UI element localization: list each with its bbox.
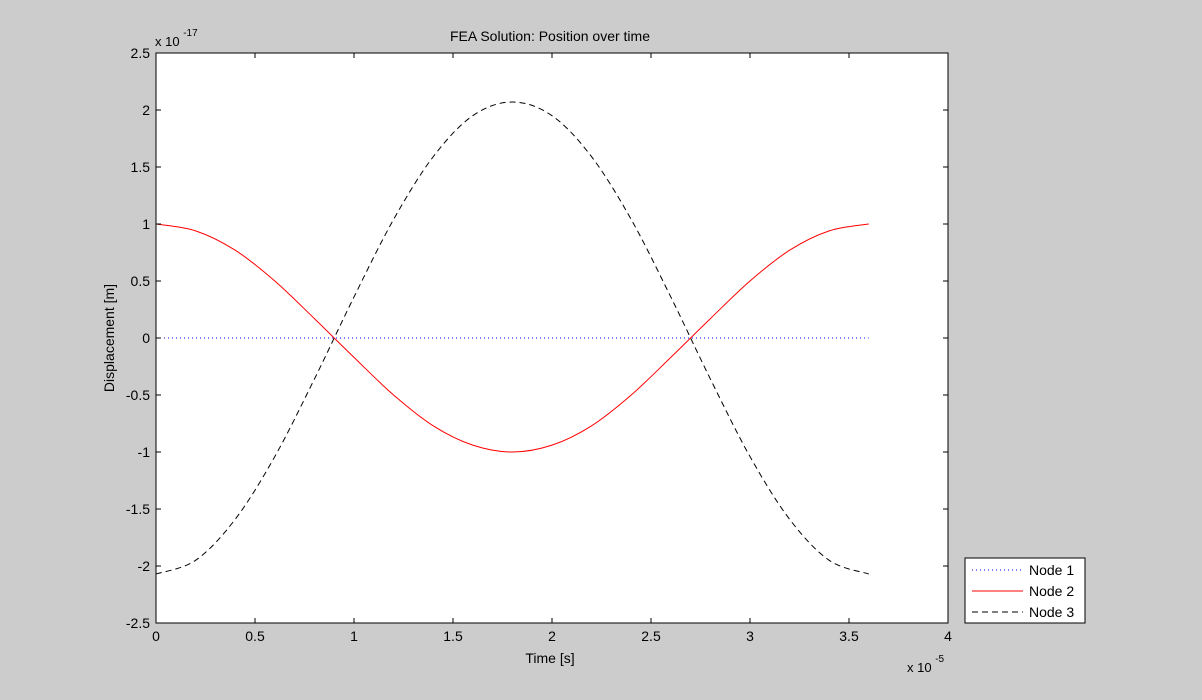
x-multiplier-base: x 10 (907, 660, 932, 675)
legend: Node 1 Node 2 Node 3 (964, 557, 1086, 624)
y-tick-label: -0.5 (126, 387, 150, 403)
x-tick-label: 3 (746, 628, 754, 644)
y-tick-label: 0 (142, 330, 150, 346)
legend-label-node-1: Node 1 (1029, 562, 1074, 578)
x-axis-label: Time [s] (525, 650, 574, 666)
y-tick-label: -2.5 (126, 615, 150, 631)
ticks-layer: 0 0.5 1 1.5 2 2.5 3 3.5 4 2.5 2 1.5 1 0.5 0 -0.5 -1 -1.5 -… (126, 45, 952, 644)
x-tick-label: 0.5 (245, 628, 265, 644)
x-tick-label: 2 (548, 628, 556, 644)
y-axis-label: Displacement [m] (101, 284, 117, 392)
y-multiplier-exponent: -17 (183, 28, 198, 39)
y-tick-label: -1 (138, 444, 151, 460)
axes-box (155, 52, 949, 624)
legend-label-node-3: Node 3 (1029, 604, 1074, 620)
x-tick-label: 0 (152, 628, 160, 644)
y-multiplier-base: x 10 (155, 34, 180, 49)
series-layer (155, 101, 869, 575)
chart-title: FEA Solution: Position over time (450, 28, 650, 44)
legend-label-node-2: Node 2 (1029, 583, 1074, 599)
x-tick-label: 4 (944, 628, 952, 644)
series-line-node-3 (155, 101, 869, 575)
x-tick-label: 1 (350, 628, 358, 644)
x-multiplier: x 10 -5 (907, 654, 945, 675)
x-tick-label: 3.5 (839, 628, 859, 644)
x-tick-label: 2.5 (641, 628, 661, 644)
y-tick-label: 2.5 (131, 45, 151, 61)
y-tick-label: -2 (138, 558, 151, 574)
y-tick-label: -1.5 (126, 501, 150, 517)
y-tick-label: 0.5 (131, 273, 151, 289)
y-tick-label: 1.5 (131, 159, 151, 175)
y-tick-label: 2 (142, 102, 150, 118)
series-line-node-2 (155, 223, 869, 453)
x-tick-label: 1.5 (443, 628, 463, 644)
y-multiplier: x 10 -17 (155, 28, 198, 49)
x-multiplier-exponent: -5 (935, 654, 944, 665)
y-tick-label: 1 (142, 216, 150, 232)
